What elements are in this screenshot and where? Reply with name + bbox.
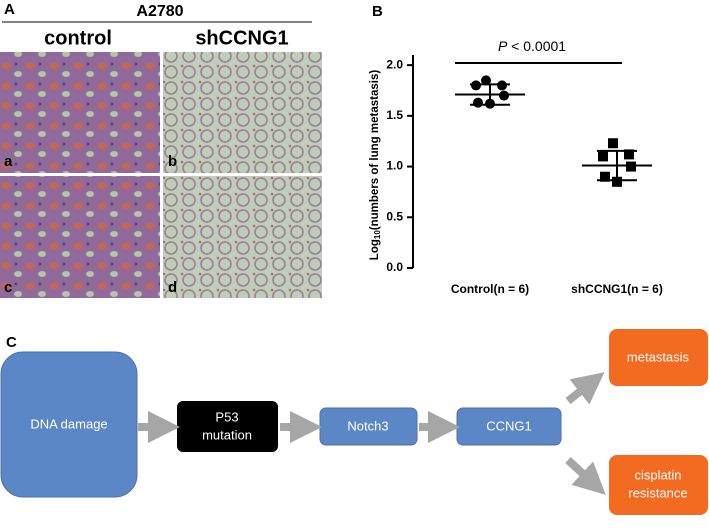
micrograph — [0, 52, 160, 173]
data-point — [612, 176, 622, 187]
data-point — [481, 75, 491, 86]
node-label: CCNG1 — [486, 418, 532, 433]
p-value: P < 0.0001 — [498, 38, 566, 54]
arrows — [138, 372, 606, 495]
micrograph — [0, 176, 160, 298]
node-label: resistance — [628, 485, 687, 500]
node-label: Notch3 — [347, 418, 388, 433]
data-point — [624, 149, 634, 160]
node-box — [609, 455, 708, 515]
data-point — [499, 90, 509, 101]
p-text: < 0.0001 — [511, 38, 566, 54]
node-label: DNA damage — [30, 416, 107, 431]
data-point — [600, 171, 610, 182]
y-label-part: Log — [369, 239, 381, 260]
node-label: P53 — [215, 409, 238, 424]
micrograph — [163, 52, 322, 173]
y-label-part: (numbers of lung metastasis) — [369, 70, 381, 231]
column-label: control — [44, 27, 112, 49]
panel-label: B — [372, 3, 383, 20]
p-symbol: P — [498, 38, 508, 54]
y-tick-label: 1.0 — [386, 159, 403, 173]
tile-label: b — [168, 153, 177, 170]
panel-label: C — [6, 334, 17, 351]
panel-label: A — [4, 1, 15, 18]
node-box — [609, 329, 708, 386]
arrow — [565, 457, 606, 495]
tile-label: a — [4, 153, 13, 170]
node-label: cisplatin — [635, 467, 682, 482]
y-tick-label: 0.0 — [386, 260, 403, 274]
column-label: shCCNG1 — [195, 27, 288, 49]
tile-label: c — [4, 279, 12, 296]
data-point — [473, 97, 483, 108]
y-label-sub: 10 — [373, 230, 382, 239]
y-axis-label: Log10(numbers of lung metastasis) — [369, 70, 382, 261]
x-tick-label: Control(n = 6) — [451, 282, 529, 296]
data-point — [598, 151, 608, 162]
y-tick-label: 0.5 — [386, 209, 403, 223]
micrograph — [163, 176, 322, 298]
node-label: metastasis — [627, 349, 690, 364]
tile-label: d — [168, 279, 177, 296]
y-tick-label: 1.5 — [386, 108, 403, 122]
data-point — [626, 161, 636, 172]
x-tick-label: shCCNG1(n = 6) — [571, 282, 663, 296]
arrow — [565, 372, 605, 405]
y-tick-label: 2.0 — [386, 57, 403, 71]
node-box — [177, 401, 278, 452]
data-point — [608, 138, 618, 149]
data-point — [471, 80, 481, 91]
micrograph-title: A2780 — [136, 3, 183, 20]
node-label: mutation — [202, 427, 252, 442]
data-point — [497, 80, 507, 91]
node-box — [0, 351, 138, 498]
